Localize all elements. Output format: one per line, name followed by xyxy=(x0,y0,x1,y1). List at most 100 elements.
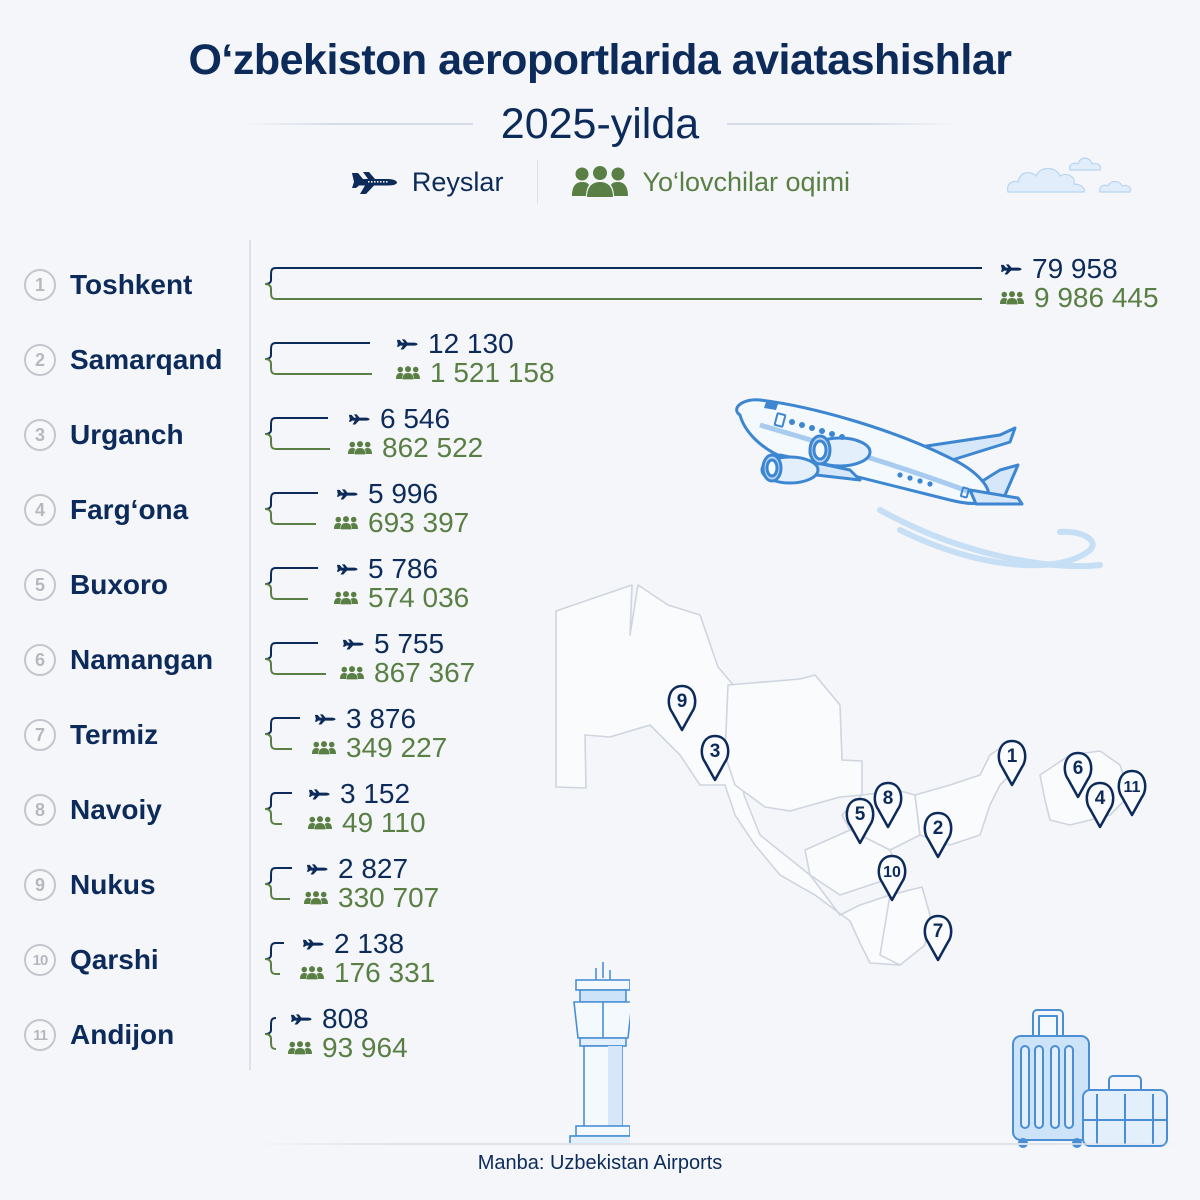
passengers-value: 9 986 445 xyxy=(1000,282,1159,314)
bracket-connector xyxy=(264,342,372,375)
people-group-icon xyxy=(304,891,328,905)
list-divider xyxy=(249,240,251,1070)
airport-row: 2 Samarqand 12 130 1 521 158 xyxy=(0,328,1200,390)
map-pin-6: 6 xyxy=(1063,751,1093,799)
flights-value: 5 786 xyxy=(336,553,438,585)
passengers-count: 49 110 xyxy=(342,807,426,838)
airplane-illustration xyxy=(730,380,1110,585)
flights-count: 5 996 xyxy=(368,478,439,509)
airport-row: 9 Nukus 2 827 330 707 xyxy=(0,853,1200,915)
passengers-value: 330 707 xyxy=(304,882,439,914)
people-group-icon xyxy=(340,666,364,680)
city-name: Qarshi xyxy=(70,944,159,975)
airport-row: 3 Urganch 6 546 862 522 xyxy=(0,403,1200,465)
legend-passengers: Yo‘lovchilar oqimi xyxy=(572,166,850,198)
rank-badge: 7 xyxy=(24,719,56,751)
map-pin-9: 9 xyxy=(667,684,697,732)
passengers-count: 176 331 xyxy=(334,957,436,988)
rank-number: 7 xyxy=(34,724,45,745)
control-tower-illustration xyxy=(560,960,635,1150)
people-group-icon xyxy=(396,366,420,380)
subtitle-divider-left xyxy=(242,123,473,125)
flights-value: 79 958 xyxy=(1000,253,1118,285)
flights-count: 3 876 xyxy=(346,703,417,734)
flights-value: 2 827 xyxy=(306,853,408,885)
svg-text:2: 2 xyxy=(933,818,944,839)
flights-value: 5 755 xyxy=(342,628,444,660)
flights-value: 5 996 xyxy=(336,478,438,510)
subtitle-divider-right xyxy=(727,123,958,125)
rank-badge: 5 xyxy=(24,569,56,601)
cloud-icon xyxy=(1007,157,1132,193)
svg-text:3: 3 xyxy=(710,741,721,762)
map-pin-4: 4 xyxy=(1085,781,1115,829)
airplane-icon xyxy=(348,413,370,425)
airplane-icon xyxy=(336,488,358,500)
airplane-icon xyxy=(290,1013,312,1025)
bracket-connector xyxy=(264,417,330,450)
rank-number: 10 xyxy=(32,951,49,969)
rank-badge: 4 xyxy=(24,494,56,526)
svg-text:11: 11 xyxy=(1124,779,1141,796)
flights-count: 5 786 xyxy=(368,553,439,584)
airplane-icon xyxy=(336,563,358,575)
passengers-count: 1 521 158 xyxy=(430,357,555,388)
rank-number: 3 xyxy=(34,424,45,445)
airplane-icon xyxy=(308,788,330,800)
airport-row: 6 Namangan 5 755 867 367 xyxy=(0,628,1200,690)
passengers-count: 693 397 xyxy=(368,507,470,538)
airport-row: 5 Buxoro 5 786 574 036 xyxy=(0,553,1200,615)
flights-value: 2 138 xyxy=(302,928,404,960)
rank-number: 11 xyxy=(33,1026,48,1044)
svg-text:8: 8 xyxy=(883,788,894,809)
passengers-value: 93 964 xyxy=(288,1032,408,1064)
city-name: Toshkent xyxy=(70,269,193,300)
people-group-icon xyxy=(572,166,629,198)
city-name: Namangan xyxy=(70,644,214,675)
airplane-icon xyxy=(302,938,324,950)
airport-row: 7 Termiz 3 876 349 227 xyxy=(0,703,1200,765)
flights-value: 808 xyxy=(290,1003,369,1035)
flights-count: 6 546 xyxy=(380,403,451,434)
bracket-connector xyxy=(264,942,284,975)
passengers-count: 330 707 xyxy=(338,882,440,913)
map-pin-11: 11 xyxy=(1117,769,1147,817)
rank-number: 2 xyxy=(34,349,45,370)
svg-text:6: 6 xyxy=(1073,758,1084,779)
clouds-illustration xyxy=(1004,150,1144,201)
legend-flights-label: Reyslar xyxy=(411,166,504,197)
bracket-connector xyxy=(264,567,318,600)
flights-value: 6 546 xyxy=(348,403,450,435)
map-pins: 1 2 3 4 5 6 7 8 9 10 11 xyxy=(667,684,1147,962)
bracket-connector xyxy=(264,492,318,525)
airplane-icon xyxy=(396,338,418,350)
page-subtitle: 2025-yilda xyxy=(500,99,700,148)
passengers-value: 693 397 xyxy=(334,507,469,539)
flights-value: 3 876 xyxy=(314,703,416,735)
flights-count: 5 755 xyxy=(374,628,445,659)
bracket-connector xyxy=(264,792,292,825)
flights-count: 2 138 xyxy=(334,928,405,959)
ground-line xyxy=(250,1143,1190,1145)
passengers-count: 862 522 xyxy=(382,432,484,463)
map-pin-2: 2 xyxy=(923,811,953,859)
rank-badge: 8 xyxy=(24,794,56,826)
airplane-icon xyxy=(350,170,398,194)
airplane-icon xyxy=(314,713,336,725)
map-region-surxondaryo xyxy=(879,886,931,966)
rank-number: 4 xyxy=(34,499,45,520)
passengers-count: 867 367 xyxy=(374,657,476,688)
people-group-icon xyxy=(334,516,358,530)
svg-text:10: 10 xyxy=(883,864,901,881)
source-note: Manba: Uzbekistan Airports xyxy=(477,1152,723,1174)
rank-badge: 6 xyxy=(24,644,56,676)
airport-row: 4 Farg‘ona 5 996 693 397 xyxy=(0,478,1200,540)
bracket-connector xyxy=(264,1017,277,1050)
city-name: Navoiy xyxy=(70,794,162,825)
svg-text:5: 5 xyxy=(855,804,866,825)
map-pin-7: 7 xyxy=(923,914,953,962)
legend: Reyslar Yo‘lovchilar oqimi xyxy=(0,160,1200,204)
map-region-navoiy xyxy=(724,674,863,812)
city-name: Buxoro xyxy=(70,569,168,600)
airport-row: 11 Andijon 808 93 964 xyxy=(0,1003,1200,1065)
